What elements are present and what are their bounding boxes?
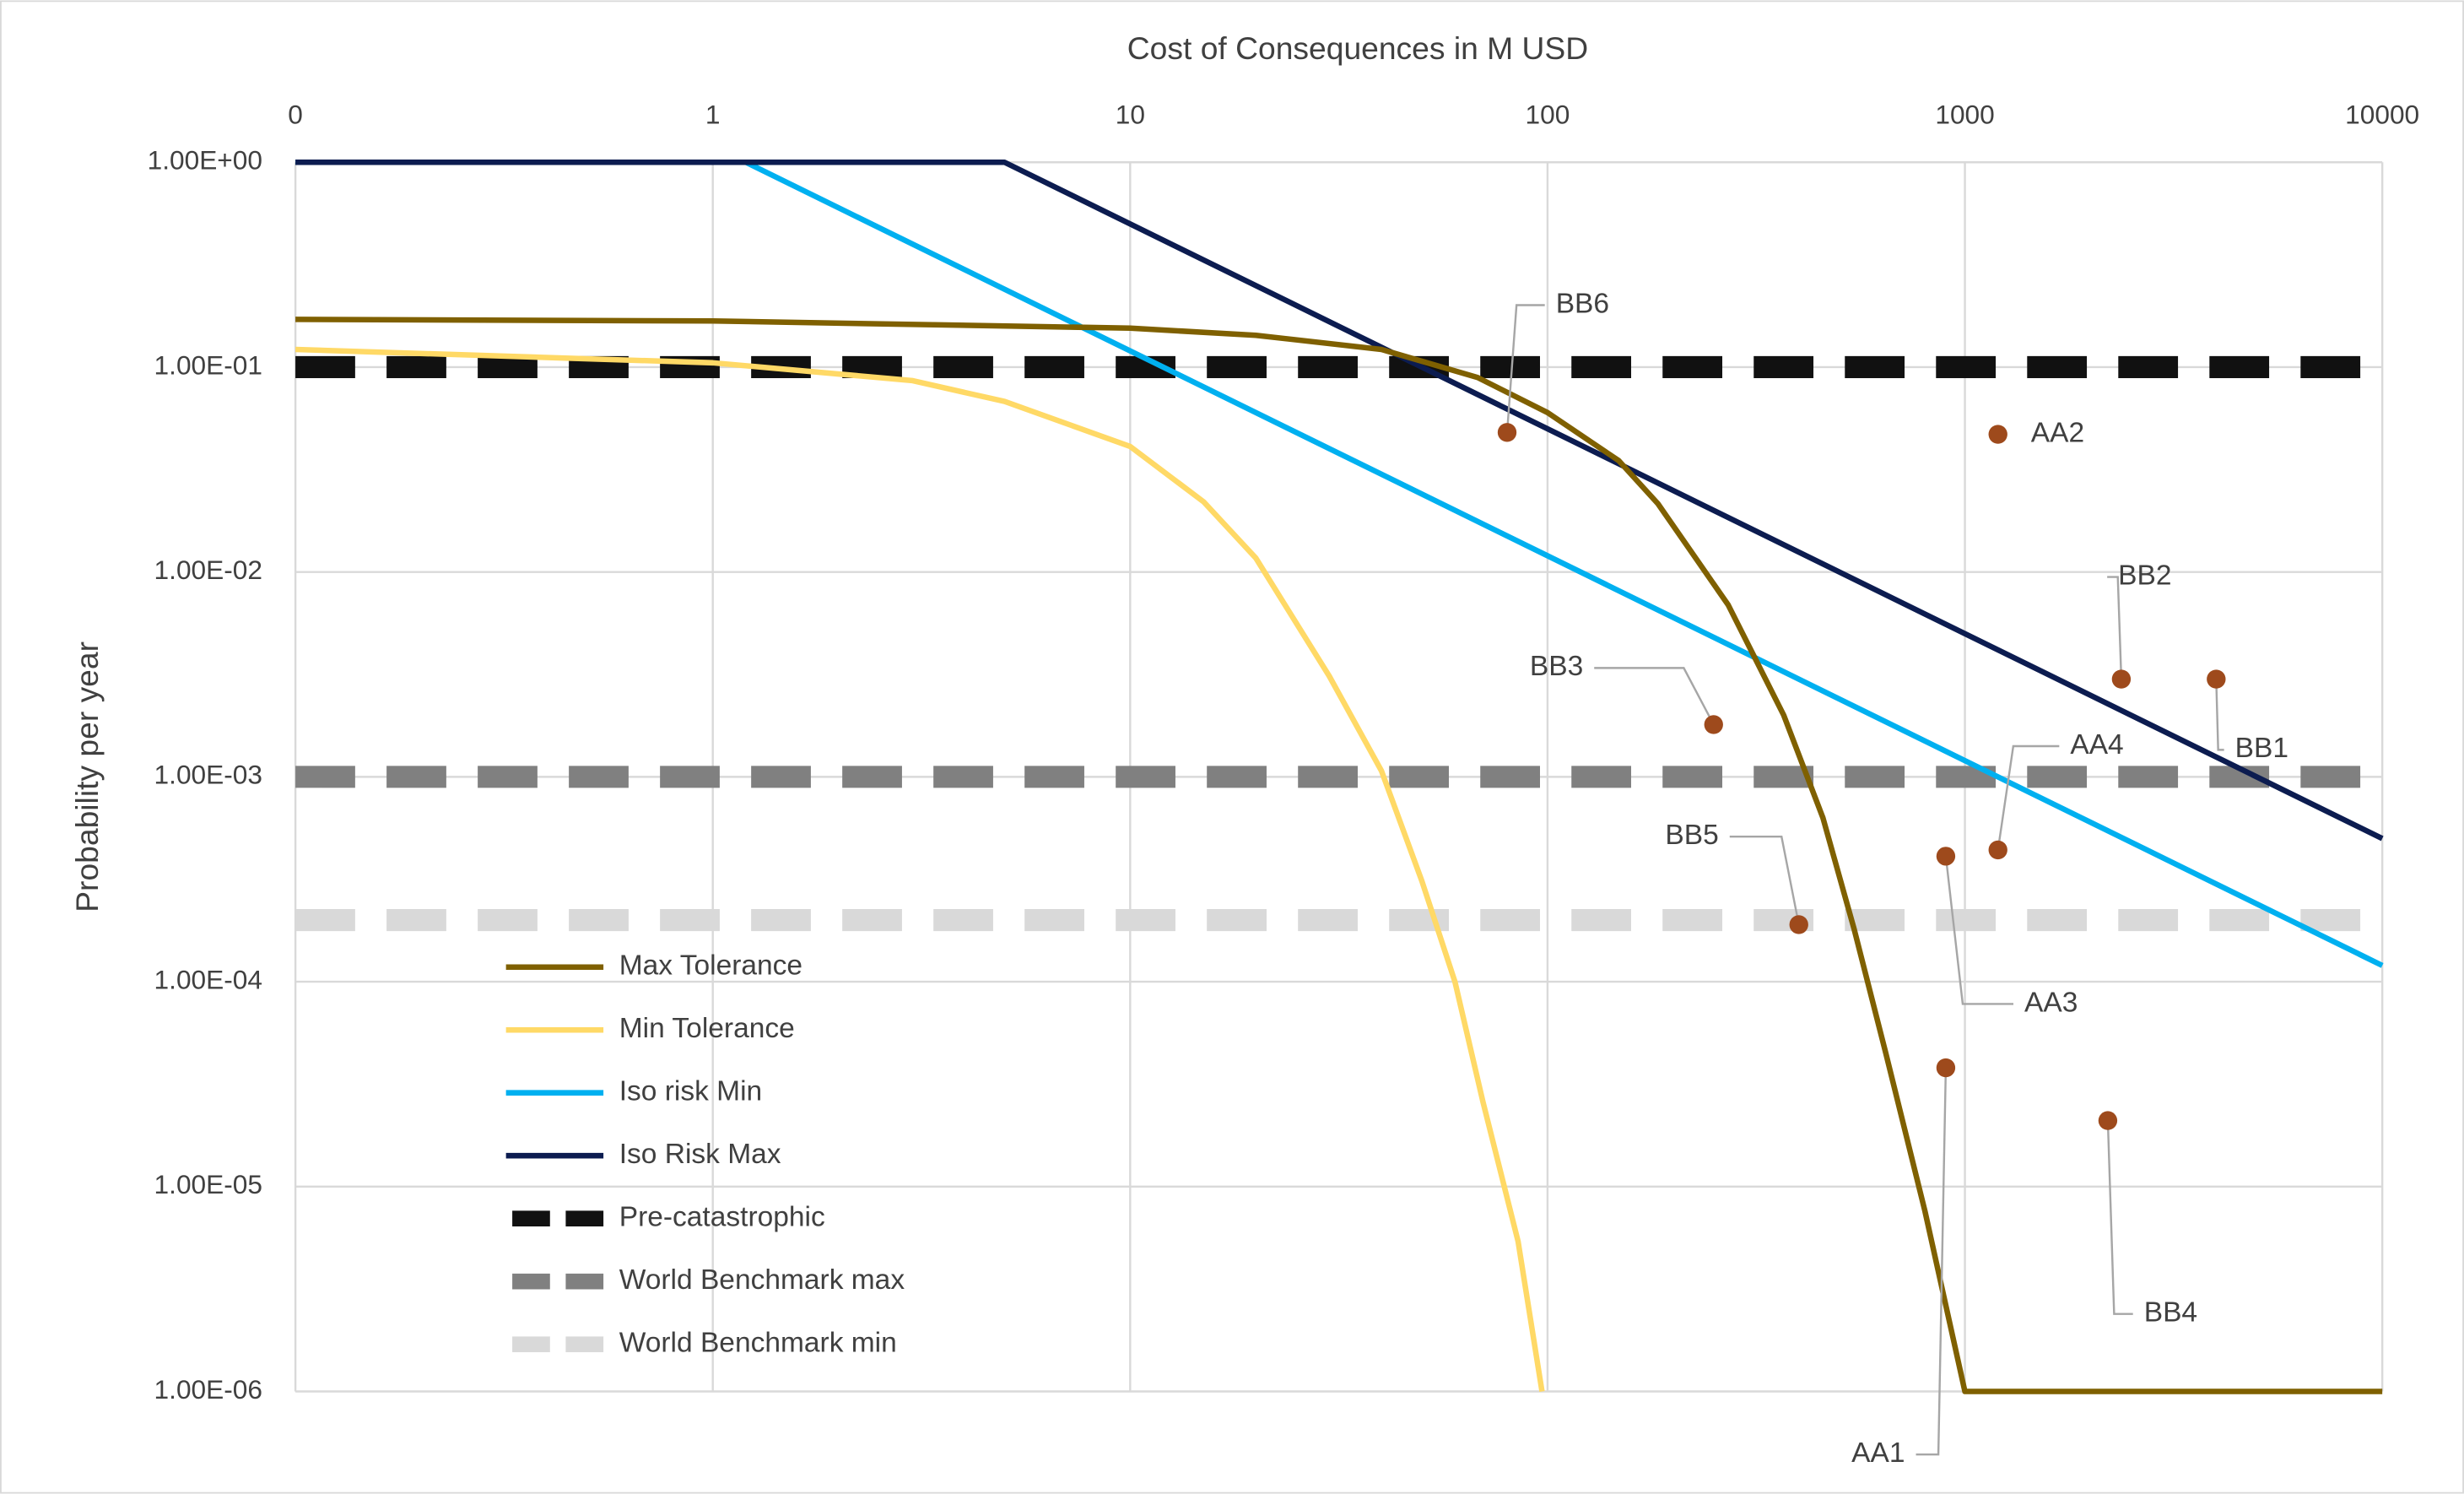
point-label: AA2 (2031, 417, 2084, 448)
x-tick-label: 10000 (2345, 100, 2419, 130)
x-tick-label: 1 (705, 100, 721, 130)
legend-label: Min Tolerance (619, 1013, 795, 1044)
legend-label: Pre-catastrophic (619, 1202, 825, 1233)
y-tick-label: 1.00E-06 (154, 1374, 262, 1405)
legend-label: World Benchmark min (619, 1328, 897, 1359)
series-line (295, 317, 2383, 1394)
x-tick-label: 10 (1116, 100, 1145, 130)
y-tick-label: 1.00E-04 (154, 964, 262, 994)
leader-line (1997, 744, 2060, 851)
data-point (1988, 425, 2007, 444)
data-point (2098, 1111, 2118, 1130)
legend-label: World Benchmark max (619, 1264, 905, 1296)
series-line (295, 159, 2384, 842)
point-label: BB3 (1530, 651, 1583, 682)
point-label: BB5 (1665, 820, 1718, 851)
y-tick-label: 1.00E+00 (148, 145, 262, 176)
point-label: BB4 (2144, 1297, 2197, 1329)
y-axis-title: Probability per year (69, 641, 105, 912)
data-point (1936, 1058, 1956, 1078)
data-point (1704, 715, 1723, 734)
series-line (294, 346, 1545, 1393)
y-tick-label: 1.00E-03 (154, 760, 262, 790)
data-point (2111, 669, 2132, 689)
legend-label: Max Tolerance (619, 950, 802, 982)
leader-line (1594, 667, 1715, 725)
data-point (1988, 840, 2007, 860)
leader-line (1944, 856, 2013, 1005)
y-tick-label: 1.00E-01 (154, 349, 262, 380)
legend-label: Iso risk Min (619, 1076, 762, 1107)
point-label: AA1 (1851, 1437, 1905, 1469)
leader-line (2107, 576, 2123, 679)
data-point (2207, 669, 2226, 689)
point-label: AA4 (2070, 729, 2123, 761)
leader-line (2215, 679, 2224, 751)
x-tick-label: 1000 (1935, 100, 1994, 130)
leader-line (1916, 1068, 1948, 1456)
x-axis-title: Cost of Consequences in M USD (1127, 30, 1588, 66)
data-point (1789, 915, 1808, 934)
legend-label: Iso Risk Max (619, 1139, 781, 1170)
x-tick-label: 100 (1526, 100, 1570, 130)
point-label: BB2 (2118, 560, 2171, 591)
x-tick-label: 0 (288, 100, 303, 130)
leader-line (1729, 835, 1800, 925)
point-label: AA3 (2024, 987, 2078, 1018)
y-tick-label: 1.00E-05 (154, 1169, 262, 1199)
data-point (1497, 423, 1517, 442)
leader-line (2106, 1120, 2133, 1315)
point-label: BB6 (1556, 288, 1609, 319)
y-tick-label: 1.00E-02 (154, 555, 262, 585)
leader-line (1505, 304, 1545, 433)
point-label: BB1 (2235, 733, 2288, 764)
data-point (1936, 847, 1956, 866)
